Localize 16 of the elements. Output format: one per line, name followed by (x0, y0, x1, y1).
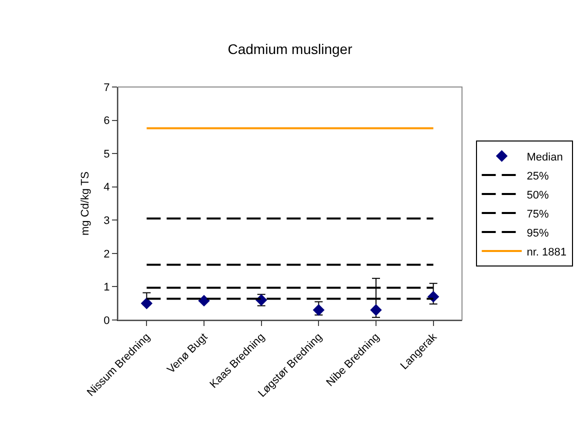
y-tick-label: 4 (104, 182, 110, 194)
y-axis-title: mg Cd/kg TS (79, 172, 92, 236)
legend-label: 75% (526, 208, 549, 220)
y-tick-label: 6 (104, 115, 110, 128)
legend-label: Median (526, 151, 563, 164)
legend-label: 25% (526, 170, 549, 182)
chart-title: Cadmium muslinger (228, 41, 353, 58)
y-tick-label: 1 (104, 282, 110, 294)
y-tick-label: 5 (104, 148, 110, 160)
y-tick-label: 2 (104, 248, 110, 260)
legend-label: 95% (526, 227, 549, 240)
legend-label: 50% (526, 189, 549, 202)
y-tick-label: 0 (104, 314, 110, 327)
y-tick-label: 3 (104, 214, 110, 227)
legend-label: nr. 1881 (526, 246, 567, 258)
y-tick-label: 7 (104, 82, 110, 94)
